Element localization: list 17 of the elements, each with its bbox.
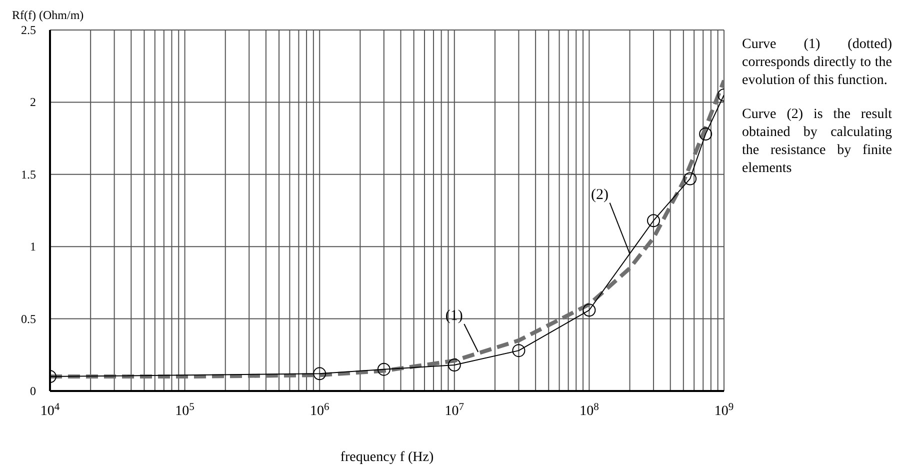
annotation: (2) <box>591 186 609 203</box>
y-tick-label: 2 <box>30 95 36 110</box>
y-axis-title: Rf(f) (Ohm/m) <box>12 8 84 23</box>
x-tick-label: 10$^{8}$ <box>580 402 599 419</box>
text: Curve (2) is the result obtained by calculating the resistance by finite elements <box>742 106 892 178</box>
y-tick-label: 1 <box>30 240 36 254</box>
x-axis-title: frequency f (Hz) <box>340 450 434 465</box>
y-tick-label: 1.5 <box>21 167 36 182</box>
x-tick-label: 10$^{4}$ <box>40 402 60 419</box>
x-tick-label: 10$^{6}$ <box>310 402 330 419</box>
text: Curve (1) (dotted) corresponds directly to the evolution of this function. <box>742 36 892 90</box>
x-tick-label: 10$^{7}$ <box>444 402 464 419</box>
y-tick-label: 2.5 <box>21 23 36 37</box>
y-tick-label: 0 <box>30 384 36 398</box>
x-tick-label: 10$^{9}$ <box>714 402 734 419</box>
x-tick-label: 10$^{5}$ <box>175 402 194 419</box>
y-tick-label: 0.5 <box>21 312 36 326</box>
